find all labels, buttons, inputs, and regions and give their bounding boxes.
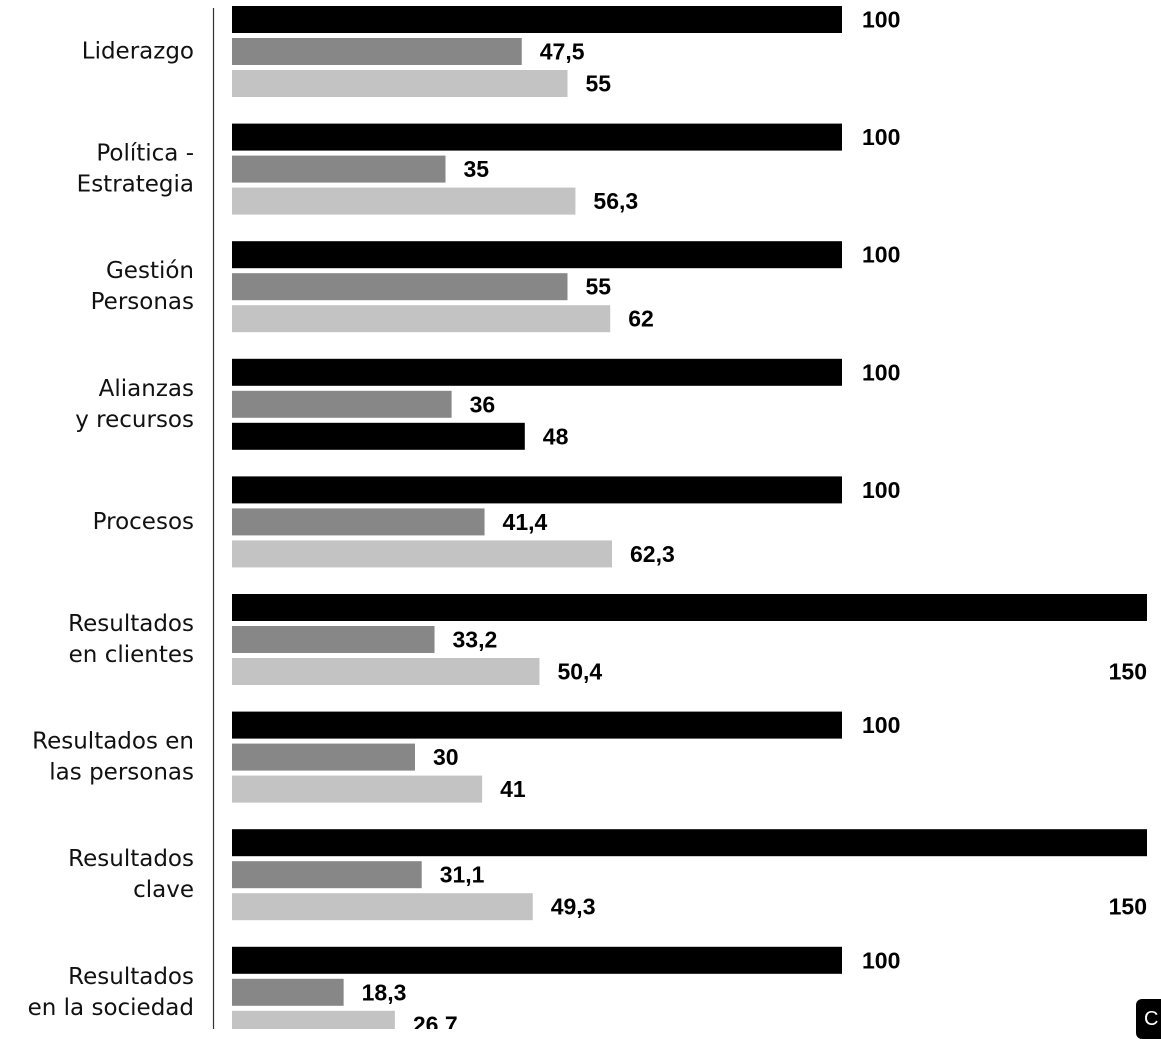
- data-label: 100: [862, 947, 900, 973]
- data-label: 48: [543, 423, 569, 449]
- data-label: 47,5: [540, 39, 585, 65]
- bar-s2: [232, 626, 435, 653]
- bar-s3: [232, 187, 576, 215]
- data-label: 50,4: [557, 659, 602, 685]
- category-label: Alianzas: [99, 376, 194, 402]
- bar-s1: [232, 476, 842, 504]
- data-label: 55: [586, 274, 612, 300]
- data-label: 30: [433, 744, 459, 770]
- category-label: Política -: [96, 141, 194, 167]
- category-label: Resultados en: [32, 729, 194, 755]
- category-label: Resultados: [68, 611, 194, 637]
- bar-s2: [232, 508, 485, 536]
- bar-s3: [232, 1010, 395, 1029]
- bar-s2: [232, 273, 568, 301]
- data-label: 100: [862, 242, 900, 268]
- data-label: 41,4: [503, 509, 548, 535]
- bar-s1: [232, 594, 1147, 621]
- bar-s2: [232, 155, 446, 183]
- data-label: 62: [628, 306, 654, 332]
- bar-s1: [232, 711, 842, 739]
- bar-s2: [232, 390, 452, 418]
- bar-s3: [232, 305, 611, 333]
- data-label: 35: [464, 156, 490, 182]
- data-label: 100: [862, 359, 900, 385]
- category-label: Gestión: [106, 258, 194, 284]
- bar-s1: [232, 358, 842, 386]
- category-label: en clientes: [69, 642, 194, 668]
- bar-s2: [232, 743, 415, 771]
- category-label: en la sociedad: [28, 995, 194, 1021]
- data-label: 100: [862, 712, 900, 738]
- bar-s2: [232, 978, 344, 1006]
- bar-s1: [232, 123, 842, 151]
- data-label: 100: [862, 7, 900, 33]
- data-label: 62,3: [630, 541, 675, 567]
- category-label: las personas: [49, 760, 194, 786]
- corner-badge[interactable]: C: [1136, 999, 1161, 1039]
- data-label: 100: [862, 477, 900, 503]
- data-label: 49,3: [551, 894, 596, 920]
- bar-s1: [232, 6, 842, 33]
- data-label: 100: [862, 124, 900, 150]
- category-label: y recursos: [75, 407, 194, 433]
- category-label: Resultados: [68, 846, 194, 872]
- data-label: 33,2: [453, 627, 498, 653]
- category-label: clave: [133, 877, 194, 903]
- data-label: 150: [1109, 894, 1147, 920]
- data-label: 26,7: [413, 1011, 458, 1029]
- category-label: Liderazgo: [82, 39, 194, 65]
- category-label: Procesos: [93, 509, 194, 535]
- bar-s3: [232, 540, 613, 568]
- bar-s3: [232, 70, 568, 97]
- category-label: Personas: [91, 289, 194, 315]
- bar-s2: [232, 861, 422, 889]
- data-label: 36: [470, 391, 496, 417]
- bar-s3: [232, 775, 483, 803]
- data-label: 31,1: [440, 862, 485, 888]
- data-label: 18,3: [362, 979, 407, 1005]
- data-label: 41: [500, 776, 526, 802]
- bar-s3: [232, 893, 533, 921]
- bar-s3: [232, 658, 540, 685]
- data-label: 56,3: [593, 188, 638, 214]
- bar-s1: [232, 829, 1147, 857]
- category-label: Estrategia: [77, 172, 194, 198]
- data-label: 55: [586, 71, 612, 97]
- data-label: 150: [1109, 659, 1147, 685]
- bar-s2: [232, 38, 522, 65]
- category-label: Resultados: [68, 964, 194, 990]
- bar-s1: [232, 241, 842, 269]
- bar-s3: [232, 422, 525, 450]
- bar-s1: [232, 946, 842, 974]
